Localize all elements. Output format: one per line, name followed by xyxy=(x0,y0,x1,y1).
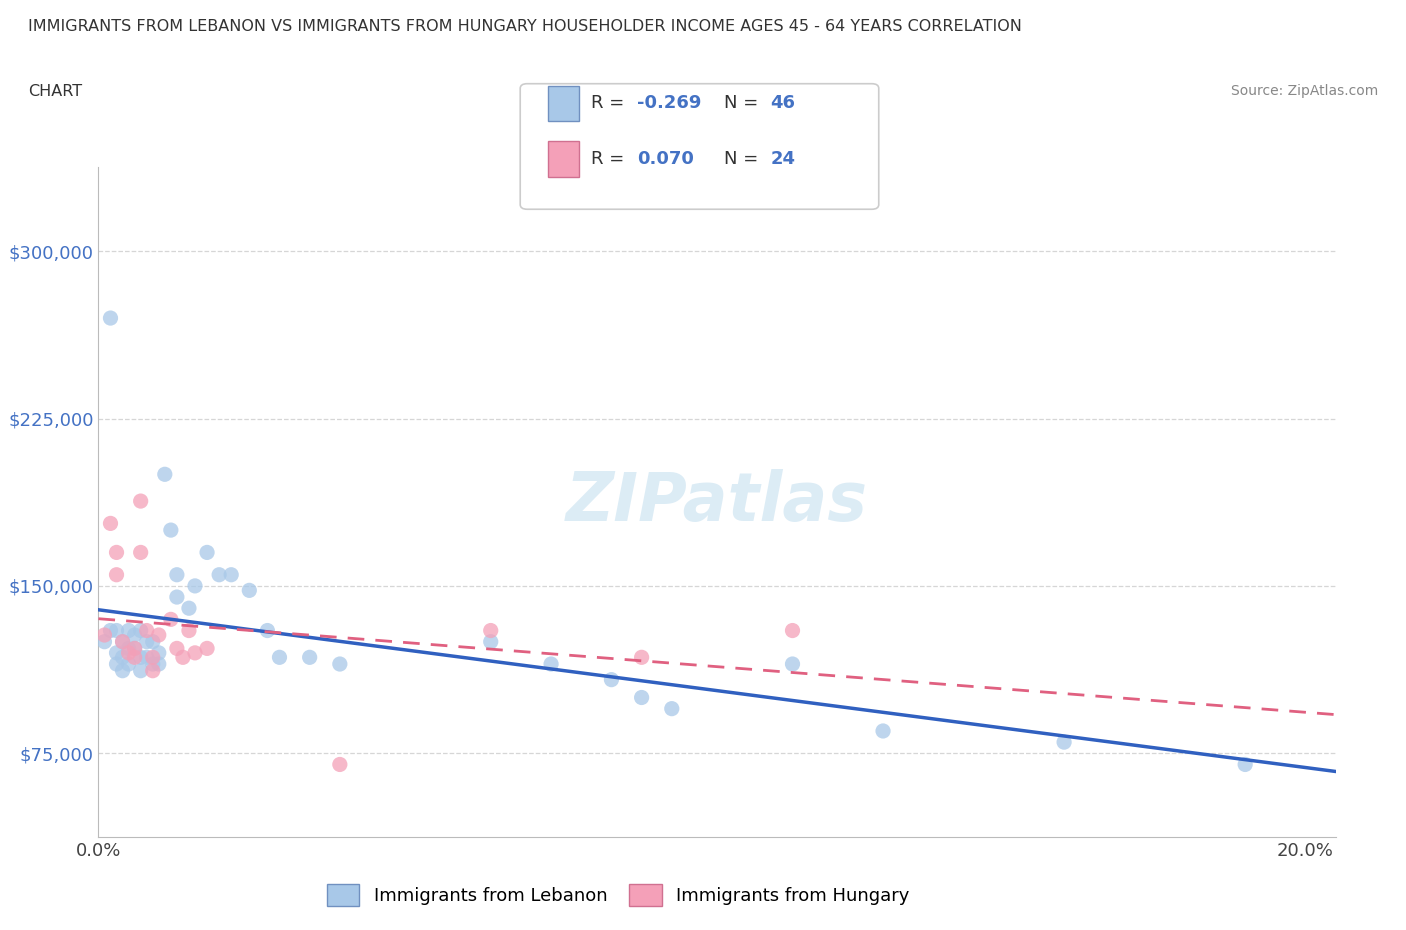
Point xyxy=(782,657,804,671)
Point xyxy=(135,650,157,665)
Point xyxy=(166,590,188,604)
Point xyxy=(100,516,122,531)
Point xyxy=(177,601,200,616)
Point xyxy=(117,623,139,638)
Point xyxy=(135,623,157,638)
Point xyxy=(661,701,683,716)
Point xyxy=(329,657,352,671)
Point xyxy=(117,645,139,660)
Point xyxy=(269,650,291,665)
Point xyxy=(184,578,207,593)
Point xyxy=(129,663,152,678)
Point xyxy=(124,641,146,656)
Point xyxy=(148,657,170,671)
Point xyxy=(195,545,218,560)
Point xyxy=(153,467,176,482)
Point xyxy=(111,634,134,649)
Point xyxy=(105,545,128,560)
Point xyxy=(160,523,183,538)
Point xyxy=(1234,757,1257,772)
Point xyxy=(142,657,165,671)
Point xyxy=(540,657,562,671)
Point xyxy=(142,634,165,649)
Point xyxy=(630,650,652,665)
Point xyxy=(479,634,502,649)
Point xyxy=(782,623,804,638)
Point xyxy=(100,623,122,638)
Point xyxy=(124,641,146,656)
Point xyxy=(129,545,152,560)
Point xyxy=(105,645,128,660)
Point xyxy=(129,494,152,509)
Point xyxy=(1053,735,1076,750)
Point xyxy=(124,650,146,665)
Point xyxy=(872,724,894,738)
Point xyxy=(298,650,321,665)
Text: R =: R = xyxy=(591,94,630,113)
Point xyxy=(105,567,128,582)
Text: IMMIGRANTS FROM LEBANON VS IMMIGRANTS FROM HUNGARY HOUSEHOLDER INCOME AGES 45 - : IMMIGRANTS FROM LEBANON VS IMMIGRANTS FR… xyxy=(28,19,1022,33)
Text: -0.269: -0.269 xyxy=(637,94,702,113)
Text: 46: 46 xyxy=(770,94,796,113)
Point xyxy=(600,672,623,687)
Point xyxy=(166,567,188,582)
Point xyxy=(219,567,242,582)
Point xyxy=(329,757,352,772)
Text: R =: R = xyxy=(591,150,630,168)
Point xyxy=(256,623,278,638)
Text: Source: ZipAtlas.com: Source: ZipAtlas.com xyxy=(1230,84,1378,98)
Point xyxy=(160,612,183,627)
Point xyxy=(135,634,157,649)
Point xyxy=(172,650,194,665)
Point xyxy=(93,628,115,643)
Point xyxy=(111,634,134,649)
Legend: Immigrants from Lebanon, Immigrants from Hungary: Immigrants from Lebanon, Immigrants from… xyxy=(318,875,918,915)
Point xyxy=(148,645,170,660)
Point xyxy=(105,657,128,671)
Point xyxy=(142,663,165,678)
Point xyxy=(208,567,231,582)
Text: N =: N = xyxy=(724,94,763,113)
Point xyxy=(238,583,260,598)
Text: N =: N = xyxy=(724,150,763,168)
Point xyxy=(105,623,128,638)
Point xyxy=(100,311,122,325)
Point xyxy=(129,623,152,638)
Point xyxy=(479,623,502,638)
Text: CHART: CHART xyxy=(28,84,82,99)
Point xyxy=(630,690,652,705)
Point xyxy=(166,641,188,656)
Point xyxy=(148,628,170,643)
Point xyxy=(111,650,134,665)
Point xyxy=(117,641,139,656)
Point xyxy=(195,641,218,656)
Point xyxy=(177,623,200,638)
Point xyxy=(117,657,139,671)
Point xyxy=(93,634,115,649)
Text: 24: 24 xyxy=(770,150,796,168)
Text: 0.070: 0.070 xyxy=(637,150,693,168)
Point xyxy=(142,650,165,665)
Point xyxy=(111,663,134,678)
Text: ZIPatlas: ZIPatlas xyxy=(567,470,868,535)
Point xyxy=(124,628,146,643)
Point xyxy=(184,645,207,660)
Point xyxy=(129,650,152,665)
